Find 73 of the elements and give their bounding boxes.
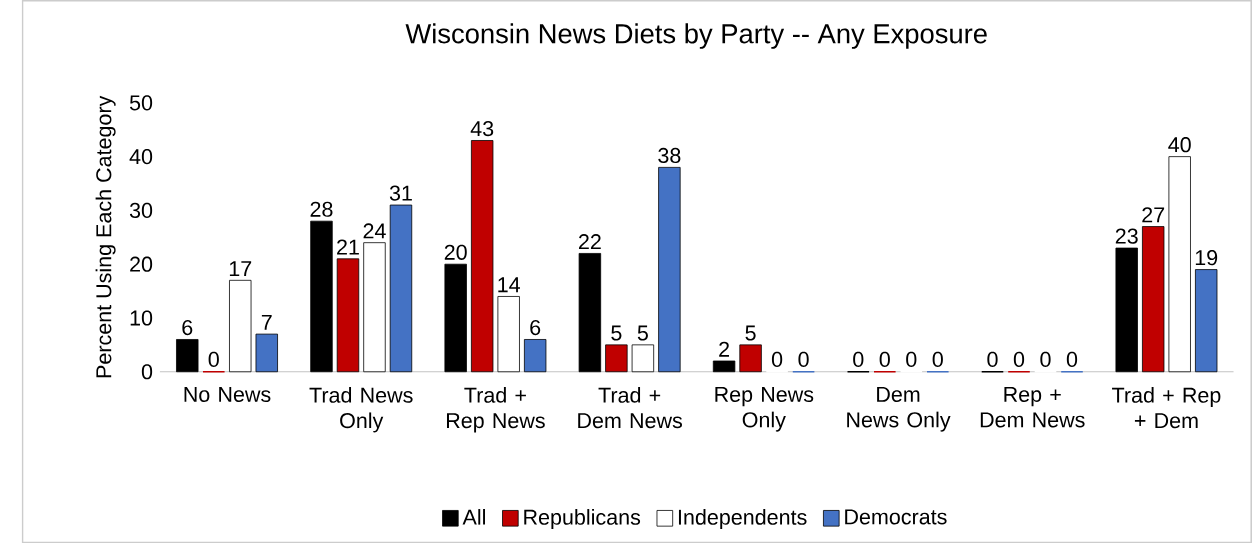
data-label: 0	[879, 351, 890, 367]
data-label: 6	[530, 319, 541, 336]
data-label: 0	[798, 351, 809, 367]
bar	[336, 258, 360, 372]
bar	[310, 220, 333, 372]
data-label: 5	[745, 325, 756, 341]
y-tick-label: 40	[129, 148, 153, 165]
data-label: 2	[719, 341, 729, 357]
bar	[523, 338, 547, 372]
data-label: 17	[229, 261, 252, 276]
data-label: 20	[444, 244, 467, 260]
data-label: 5	[637, 325, 648, 341]
bar	[1168, 156, 1191, 372]
legend-label: Republicans	[524, 508, 641, 529]
x-tick-label: Rep News Only	[715, 386, 814, 432]
bar	[631, 344, 655, 372]
data-label: 0	[932, 351, 943, 367]
bar	[1142, 226, 1165, 372]
x-tick-label: Trad + Dem News	[578, 386, 682, 429]
data-label: 23	[1115, 228, 1138, 244]
bar	[229, 279, 252, 372]
x-tick-label: Dem News Only	[847, 386, 951, 432]
bar	[444, 263, 467, 372]
bar	[497, 295, 520, 372]
data-label: 28	[310, 201, 333, 217]
y-tick-label: 20	[130, 256, 153, 272]
data-label: 0	[906, 351, 917, 367]
data-label: 22	[579, 233, 601, 249]
data-label: 0	[208, 351, 219, 367]
legend-label: Independents	[678, 508, 807, 529]
bar	[255, 333, 278, 372]
x-tick-label: No News	[184, 386, 271, 402]
y-axis-title: Percent Using Each Category	[95, 95, 116, 378]
bar	[605, 344, 628, 372]
x-tick-label: Trad + Rep + Dem	[1112, 386, 1221, 429]
bar	[658, 166, 681, 372]
data-label: 0	[853, 351, 864, 367]
y-tick-label: 10	[130, 310, 153, 326]
legend-label: All	[462, 508, 485, 525]
bar	[363, 242, 386, 372]
data-label: 0	[1040, 351, 1051, 367]
data-label: 0	[1066, 351, 1078, 367]
data-label: 6	[182, 319, 193, 336]
data-label: 0	[771, 351, 783, 367]
data-label: 40	[1168, 136, 1191, 153]
data-label: 14	[498, 277, 520, 292]
bar	[578, 252, 602, 372]
data-label: 24	[363, 223, 386, 239]
x-tick-label: Trad + Rep News	[447, 386, 545, 433]
y-tick-label: 50	[129, 95, 153, 111]
data-label: 38	[658, 147, 681, 163]
data-label: 0	[987, 351, 998, 367]
y-tick-label: 30	[129, 202, 153, 218]
bar	[712, 360, 736, 372]
bar	[1115, 247, 1138, 372]
bar	[176, 338, 199, 372]
bar	[470, 139, 494, 372]
bar	[739, 344, 762, 372]
bar	[389, 204, 413, 372]
data-label: 0	[1013, 351, 1025, 367]
y-tick-label: 0	[141, 364, 153, 380]
data-label: 43	[470, 120, 494, 137]
data-label: 5	[611, 325, 622, 341]
chart-title: Wisconsin News Diets by Party -- Any Exposure	[405, 23, 987, 49]
data-label: 19	[1195, 249, 1218, 266]
legend-label: Democrats	[845, 509, 947, 525]
x-tick-label: Trad News Only	[309, 386, 413, 433]
data-label: 21	[337, 239, 359, 255]
x-tick-label: Rep + Dem News	[980, 386, 1085, 428]
data-label: 7	[261, 314, 272, 330]
bar	[1195, 269, 1218, 372]
data-label: 31	[389, 185, 412, 201]
data-label: 27	[1142, 207, 1165, 223]
